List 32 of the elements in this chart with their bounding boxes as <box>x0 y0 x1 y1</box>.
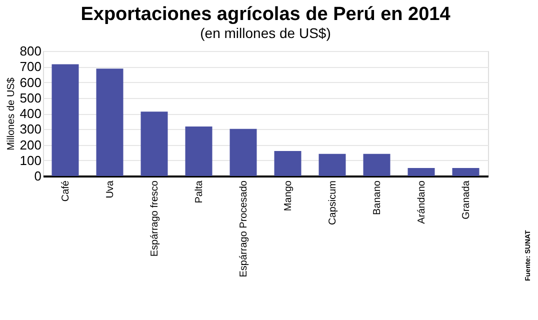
y-tick-label: 500 <box>20 90 42 106</box>
y-axis-title: Millones de US$ <box>6 77 17 150</box>
x-tick-label: Uva <box>104 180 116 198</box>
x-tick-label: Granada <box>460 180 472 220</box>
bar <box>408 168 435 176</box>
x-tick-label: Banano <box>372 180 383 215</box>
x-tick-label: Mango <box>282 180 294 212</box>
bar <box>140 112 168 176</box>
y-tick-label: 700 <box>20 59 42 74</box>
chart-title: Exportaciones agrícolas de Perú en 2014 <box>80 4 451 25</box>
y-tick-label: 400 <box>20 106 42 121</box>
bar <box>274 151 302 176</box>
bar <box>452 168 480 176</box>
bar <box>230 128 257 176</box>
y-tick-label: 800 <box>20 44 42 58</box>
chart-subtitle: (en millones de US$) <box>200 25 331 41</box>
y-tick-label: 600 <box>20 74 42 90</box>
x-tick-label: Capsicum <box>327 180 338 225</box>
x-tick-label: Palta <box>194 180 205 204</box>
bar <box>96 68 124 176</box>
x-tick-label: Arándano <box>416 180 428 224</box>
y-tick-label: 300 <box>20 122 42 137</box>
x-tick-label: Espárrago fresco <box>149 180 160 257</box>
bar <box>318 154 346 176</box>
bar <box>52 64 79 176</box>
bar <box>185 126 212 176</box>
y-tick-label: 0 <box>34 168 42 184</box>
y-tick-label: 200 <box>20 137 42 152</box>
bar <box>363 154 390 176</box>
y-tick-label: 100 <box>20 152 42 168</box>
x-tick-label: Espárrago Procesado <box>238 180 250 278</box>
x-tick-label: Café <box>60 180 72 202</box>
